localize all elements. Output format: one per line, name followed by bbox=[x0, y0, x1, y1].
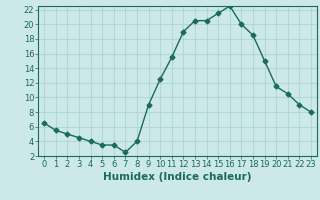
X-axis label: Humidex (Indice chaleur): Humidex (Indice chaleur) bbox=[103, 172, 252, 182]
